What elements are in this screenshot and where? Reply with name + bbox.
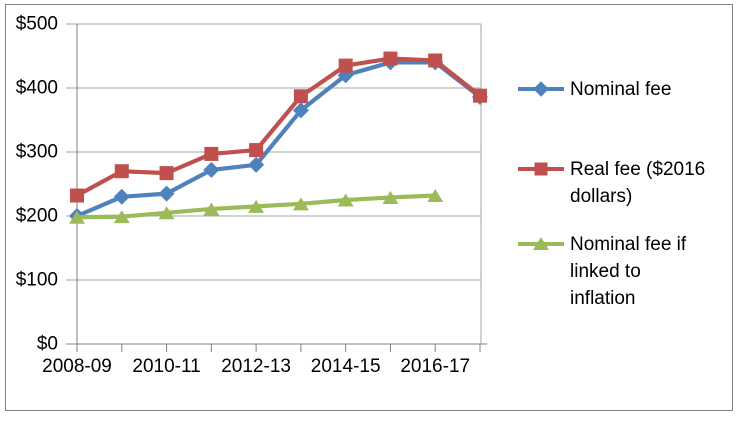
triangle-marker <box>203 202 220 216</box>
diamond-marker <box>203 161 220 178</box>
y-tick-label: $200 <box>16 206 58 227</box>
triangle-marker <box>69 210 85 224</box>
chart-frame <box>5 4 733 411</box>
triangle-marker-icon <box>518 236 564 250</box>
triangle-marker <box>337 193 354 207</box>
diamond-marker <box>248 156 265 173</box>
square-marker <box>473 88 487 103</box>
legend-item-triangle: Nominal fee if linked to inflation <box>518 231 686 312</box>
square-marker <box>249 143 264 158</box>
legend-label: Nominal fee <box>570 79 672 100</box>
square-marker <box>204 146 219 161</box>
x-tick-label: 2008-09 <box>42 356 112 377</box>
square-marker <box>114 164 129 179</box>
x-tick-label: 2012-13 <box>221 356 291 377</box>
square-marker <box>428 53 443 68</box>
square-marker <box>383 51 398 66</box>
y-tick-label: $500 <box>16 14 58 35</box>
y-tick-label: $300 <box>16 142 58 163</box>
square-glyph <box>534 162 548 176</box>
triangle-glyph <box>533 236 549 250</box>
square-marker <box>293 89 308 104</box>
square-marker-icon <box>518 162 564 176</box>
diamond-marker <box>292 102 309 119</box>
triangle-marker <box>113 210 130 224</box>
series-line-square <box>74 56 483 198</box>
y-tick-label: $100 <box>16 270 58 291</box>
legend-label: Nominal fee if linked to inflation <box>570 234 687 309</box>
triangle-marker <box>382 190 399 204</box>
square-marker <box>159 166 174 181</box>
y-tick-label: $400 <box>16 78 58 99</box>
legend-item-diamond: Nominal fee <box>518 76 671 103</box>
diamond-marker <box>113 188 130 205</box>
x-tick-label: 2010-11 <box>132 356 200 377</box>
diamond-marker-icon <box>518 81 564 97</box>
series-line-diamond <box>74 60 483 219</box>
x-tick-label: 2014-15 <box>311 356 381 377</box>
triangle-marker <box>292 197 309 211</box>
triangle-marker <box>248 199 265 213</box>
y-tick-label: $0 <box>37 334 58 355</box>
x-tick-label: 2016-17 <box>400 356 470 377</box>
diamond-marker <box>158 185 175 202</box>
legend-item-square: Real fee ($2016 dollars) <box>518 156 705 210</box>
diamond-glyph <box>533 81 549 97</box>
square-marker <box>70 188 84 203</box>
triangle-marker <box>427 189 444 203</box>
legend-label: Real fee ($2016 dollars) <box>570 159 706 207</box>
triangle-marker <box>158 206 175 220</box>
square-marker <box>338 58 353 73</box>
